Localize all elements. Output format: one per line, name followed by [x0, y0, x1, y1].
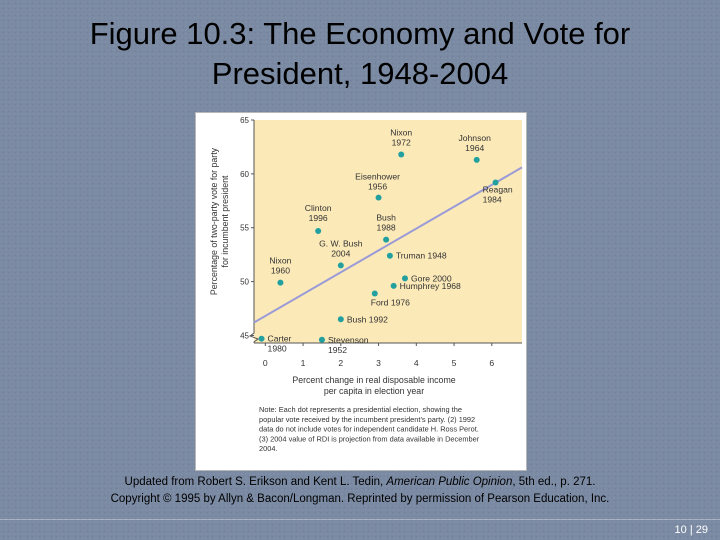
data-point-13 — [337, 316, 344, 323]
x-tick-label-3: 3 — [376, 358, 381, 368]
point-label-6-line-2: 1988 — [377, 223, 396, 233]
point-label-13-line-1: Bush 1992 — [347, 314, 388, 324]
data-point-7 — [337, 262, 344, 269]
x-tick-label-6: 6 — [489, 358, 494, 368]
point-label-9-line-2: 1960 — [271, 266, 290, 276]
data-point-4 — [375, 194, 382, 201]
data-point-2 — [473, 156, 480, 163]
point-label-4-line-1: Eisenhower — [355, 172, 400, 182]
point-label-6-line-1: Bush — [376, 213, 396, 223]
trend-line — [253, 166, 523, 324]
y-tick-label-55: 55 — [240, 224, 249, 233]
y-tick-label-45: 45 — [240, 331, 249, 340]
credit-line-1: Updated from Robert S. Erikson and Kent … — [60, 474, 660, 491]
data-point-1 — [398, 151, 405, 158]
x-tick-label-4: 4 — [414, 358, 419, 368]
y-tick-label-50: 50 — [240, 278, 249, 287]
points-layer — [258, 151, 499, 343]
trend-layer — [253, 166, 523, 324]
point-label-5-line-2: 1996 — [309, 213, 328, 223]
point-label-2-line-1: Johnson — [458, 133, 491, 143]
point-label-7-line-2: 2004 — [331, 248, 350, 258]
note-layer: Note: Each dot represents a presidential… — [259, 405, 480, 453]
data-point-5 — [315, 227, 322, 234]
slide-title-line-2: President, 1948-2004 — [211, 56, 509, 91]
note-line-1: Note: Each dot represents a presidential… — [259, 405, 462, 414]
point-label-12-line-1: Ford 1976 — [371, 297, 410, 307]
credit-book-title: American Public Opinion — [386, 476, 513, 488]
data-point-3 — [492, 179, 499, 186]
bottom-divider — [0, 519, 720, 520]
data-point-15 — [318, 336, 325, 343]
data-point-9 — [277, 279, 284, 286]
point-label-1-line-2: 1972 — [392, 137, 411, 147]
data-point-6 — [383, 236, 390, 243]
point-label-7-line-1: G. W. Bush — [319, 238, 363, 248]
point-label-3-line-1: Reagan — [483, 184, 513, 194]
data-point-14 — [258, 335, 265, 342]
point-label-9-line-1: Nixon — [269, 256, 291, 266]
y-axis-label-line-2: for incumbent president — [220, 175, 230, 267]
point-label-8-line-1: Truman 1948 — [396, 251, 447, 261]
data-point-11 — [390, 282, 397, 289]
figure-credit: Updated from Robert S. Erikson and Kent … — [60, 474, 660, 508]
point-label-15-line-1: Stevenson — [328, 335, 369, 345]
credit-line-1-suffix: , 5th ed., p. 271. — [512, 476, 596, 488]
point-label-5-line-1: Clinton — [305, 203, 332, 213]
data-point-8 — [386, 252, 393, 259]
point-label-2-line-2: 1964 — [465, 143, 484, 153]
data-point-12 — [371, 290, 378, 297]
note-line-4: (3) 2004 value of RDI is projection from… — [259, 434, 480, 443]
figure-panel: 45 50 55 60 65 0 1 2 3 4 5 6 Percent change in real … — [195, 112, 527, 471]
point-label-15-line-2: 1952 — [328, 345, 347, 355]
note-line-3: data do not include votes for independen… — [259, 425, 479, 434]
point-label-4-line-2: 1956 — [368, 182, 387, 192]
x-tick-label-1: 1 — [301, 358, 306, 368]
point-label-11-line-1: Humphrey 1968 — [400, 281, 461, 291]
x-axis-label-line-2: per capita in election year — [324, 386, 424, 396]
data-point-10 — [401, 275, 408, 282]
note-line-2: popular vote received by the incumbent p… — [259, 415, 475, 424]
point-label-1-line-1: Nixon — [390, 127, 412, 137]
credit-line-2: Copyright © 1995 by Allyn & Bacon/Longma… — [110, 493, 610, 505]
point-label-14-line-2: 1980 — [268, 344, 287, 354]
x-tick-label-5: 5 — [452, 358, 457, 368]
point-label-3-line-2: 1984 — [483, 194, 502, 204]
slide-title-line-1: Figure 10.3: The Economy and Vote for — [89, 16, 631, 51]
y-axis-line — [248, 120, 260, 343]
x-tick-label-0: 0 — [263, 358, 268, 368]
y-tick-label-60: 60 — [240, 170, 249, 179]
page-number: 10 | 29 — [674, 524, 708, 536]
point-label-14-line-1: Carter — [268, 334, 292, 344]
credit-line-1-prefix: Updated from Robert S. Erikson and Kent … — [124, 476, 387, 488]
y-tick-label-65: 65 — [240, 116, 249, 125]
x-tick-label-2: 2 — [338, 358, 343, 368]
y-axis-label-line-1: Percentage of two-party vote for party — [209, 147, 219, 295]
x-axis-label-line-1: Percent change in real disposable income — [292, 375, 455, 385]
point-label-10-line-1: Gore 2000 — [411, 273, 452, 283]
note-line-5: 2004. — [259, 444, 278, 453]
slide-title: Figure 10.3: The Economy and Vote for Pr… — [20, 14, 700, 94]
